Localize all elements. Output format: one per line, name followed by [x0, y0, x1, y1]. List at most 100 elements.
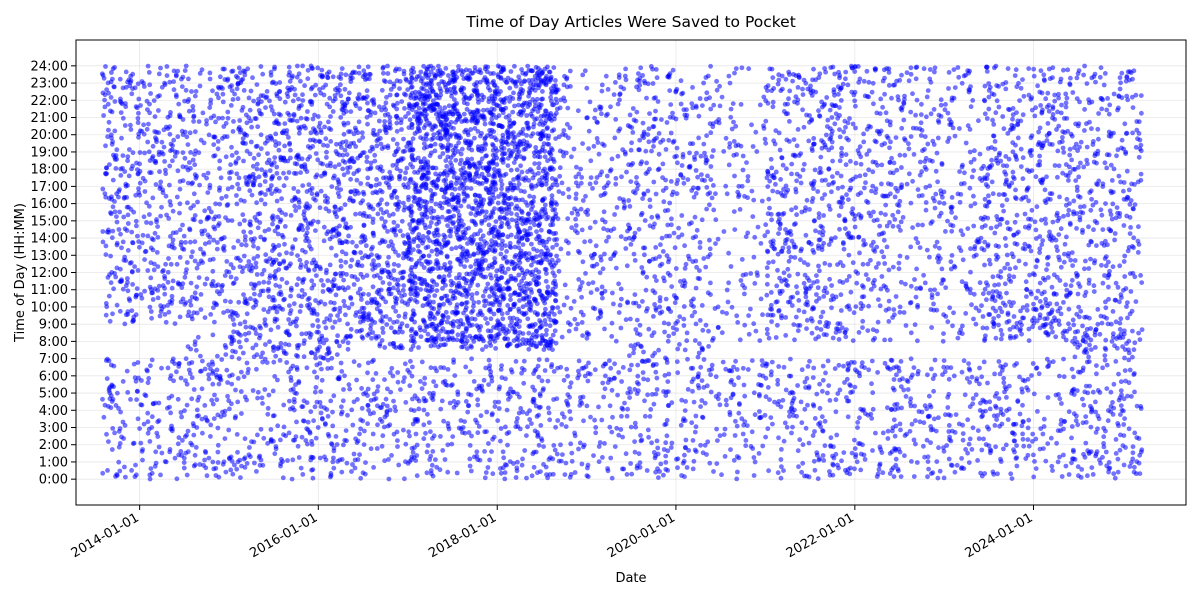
data-point — [1046, 254, 1051, 260]
data-point — [593, 180, 599, 186]
data-point — [290, 98, 296, 104]
data-point — [364, 300, 370, 306]
data-point — [250, 388, 256, 393]
data-point — [963, 311, 969, 316]
data-point — [597, 172, 603, 178]
data-point — [693, 285, 699, 291]
data-point — [416, 105, 422, 111]
data-point — [1069, 366, 1075, 372]
data-point — [650, 256, 656, 262]
data-point — [840, 184, 845, 190]
data-point — [1127, 464, 1133, 469]
data-point — [1103, 428, 1108, 434]
data-point — [212, 319, 217, 325]
data-point — [721, 229, 727, 234]
data-point — [494, 137, 499, 143]
data-point — [244, 148, 250, 154]
data-point — [1091, 283, 1097, 289]
data-point — [134, 286, 140, 291]
data-point — [766, 196, 772, 202]
data-point — [788, 254, 794, 260]
data-point — [1076, 473, 1081, 479]
data-point — [1033, 227, 1039, 233]
data-point — [913, 236, 919, 241]
data-point — [467, 456, 473, 462]
data-point — [837, 226, 842, 232]
data-point — [702, 150, 707, 156]
data-point — [977, 365, 982, 371]
data-point — [247, 188, 253, 194]
data-point — [532, 88, 538, 93]
data-point — [341, 387, 346, 392]
data-point — [211, 237, 217, 243]
data-point — [183, 450, 189, 456]
data-point — [459, 146, 465, 152]
data-point — [742, 419, 748, 424]
data-point — [492, 206, 497, 212]
data-point — [726, 73, 732, 79]
data-point — [608, 256, 613, 262]
data-point — [1000, 114, 1006, 119]
data-point — [888, 182, 894, 187]
data-point — [1014, 241, 1020, 247]
data-point — [512, 103, 517, 109]
data-point — [757, 392, 762, 397]
data-point — [943, 102, 948, 107]
data-point — [536, 357, 542, 362]
data-point — [1008, 335, 1013, 341]
data-point — [409, 257, 414, 262]
data-point — [848, 383, 853, 389]
data-point — [768, 211, 774, 217]
data-point — [212, 392, 217, 398]
data-point — [781, 438, 787, 444]
data-point — [932, 287, 937, 293]
data-point — [1065, 253, 1071, 259]
data-point — [230, 281, 236, 286]
data-point — [1050, 468, 1055, 473]
data-point — [225, 380, 231, 385]
data-point — [1004, 220, 1010, 226]
data-point — [266, 280, 272, 285]
data-point — [499, 246, 505, 252]
data-point — [804, 317, 810, 323]
data-point — [238, 369, 244, 375]
data-point — [315, 318, 320, 323]
data-point — [990, 117, 995, 123]
data-point — [789, 171, 794, 177]
data-point — [905, 387, 911, 392]
data-point — [799, 420, 805, 426]
data-point — [1037, 153, 1042, 159]
data-point — [935, 179, 940, 185]
data-point — [758, 241, 764, 246]
data-point — [1051, 291, 1057, 297]
data-point — [708, 164, 714, 169]
data-point — [301, 341, 307, 346]
data-point — [109, 141, 115, 147]
data-point — [907, 300, 913, 306]
data-point — [742, 291, 747, 297]
data-point — [728, 264, 734, 269]
data-point — [998, 336, 1004, 342]
data-point — [693, 424, 699, 430]
data-point — [1088, 326, 1093, 331]
data-point — [246, 115, 252, 121]
data-point — [225, 109, 231, 115]
data-point — [170, 278, 176, 284]
data-point — [773, 169, 779, 175]
data-point — [553, 281, 558, 287]
data-point — [383, 100, 389, 106]
data-point — [681, 316, 687, 322]
data-point — [996, 192, 1002, 198]
data-point — [297, 309, 303, 314]
data-point — [780, 397, 786, 403]
data-point — [147, 439, 153, 444]
data-point — [485, 328, 491, 334]
data-point — [576, 446, 581, 452]
data-point — [339, 369, 345, 374]
data-point — [201, 250, 206, 256]
data-point — [1088, 337, 1094, 343]
data-point — [262, 201, 268, 207]
data-point — [372, 110, 378, 116]
data-point — [200, 430, 205, 436]
data-point — [739, 416, 745, 422]
